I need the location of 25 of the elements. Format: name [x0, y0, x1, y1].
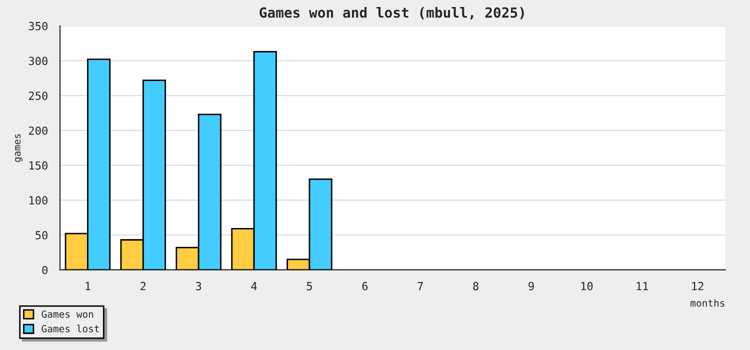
y-tick-label: 200 — [28, 126, 48, 135]
x-tick-label: 10 — [581, 282, 593, 290]
x-tick-label: 5 — [306, 282, 312, 290]
x-tick-label: 7 — [418, 282, 423, 290]
x-tick-label: 3 — [196, 282, 202, 290]
x-tick-label: 8 — [473, 282, 478, 290]
x-tick-label: 2 — [140, 282, 146, 290]
y-axis-title: games — [15, 134, 23, 162]
y-tick-label: 50 — [36, 231, 48, 240]
y-tick-label: 100 — [29, 196, 48, 205]
y-tick-label: 150 — [29, 161, 48, 170]
x-tick-label: 4 — [251, 282, 257, 290]
y-tick-label: 350 — [28, 22, 48, 30]
x-tick-label: 11 — [636, 282, 648, 290]
x-tick-label: 6 — [362, 282, 368, 290]
x-tick-label: 1 — [86, 282, 90, 290]
y-tick-label: 0 — [42, 266, 48, 274]
legend-label: Games won — [42, 310, 94, 318]
y-tick-label: 300 — [28, 56, 48, 66]
x-tick-label: 9 — [528, 282, 534, 290]
chart-title: Games won and lost (mbull, 2025) — [260, 7, 524, 20]
x-tick-label: 12 — [692, 282, 704, 290]
x-axis-title: months — [690, 299, 724, 307]
legend-label: Games lost — [42, 324, 99, 332]
y-tick-label: 250 — [28, 92, 48, 100]
